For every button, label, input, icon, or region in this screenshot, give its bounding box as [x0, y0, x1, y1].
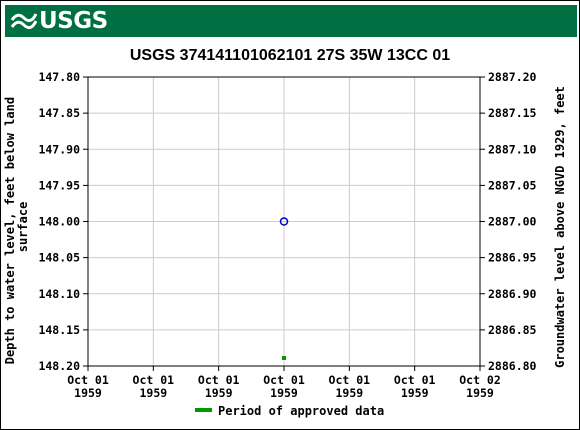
left-tick-label: 148.20 — [38, 359, 80, 373]
left-axis-label: Depth to water level, feet below land su… — [3, 90, 30, 365]
right-tick-label: 2886.95 — [488, 251, 537, 265]
left-axis: 147.80 147.85 147.90 147.95 148.00 148.05 148.… — [38, 70, 88, 373]
x-tick-label: Oct 01 1959 — [67, 373, 109, 400]
left-tick-label: 147.90 — [38, 142, 80, 156]
chart-title: USGS 374141101062101 27S 35W 13CC 01 — [130, 47, 450, 64]
x-axis: Oct 01 1959 Oct 01 1959 Oct 01 1959 Oct 01 1959… — [67, 366, 501, 400]
x-tick-label: Oct 01 1959 — [394, 373, 436, 400]
usgs-logo-text: USGS — [39, 8, 108, 34]
left-tick-label: 147.85 — [38, 106, 80, 120]
right-tick-label: 2887.10 — [488, 142, 537, 156]
approved-period-mark — [282, 356, 286, 360]
usgs-banner: USGS — [5, 5, 577, 37]
x-tick-label: Oct 01 1959 — [198, 373, 240, 400]
left-tick-label: 148.15 — [38, 323, 80, 337]
left-axis-label-line2: surface — [16, 202, 30, 253]
left-tick-label: 147.95 — [38, 178, 80, 192]
legend: Period of approved data — [195, 404, 384, 418]
x-tick-label: Oct 01 1959 — [329, 373, 371, 400]
right-axis-label: Groundwater level above NGVD 1929, feet — [553, 86, 567, 368]
left-tick-label: 148.00 — [38, 215, 80, 229]
left-tick-label: 147.80 — [38, 70, 80, 84]
x-tick-label: Oct 02 1959 — [459, 373, 501, 400]
right-axis: 2887.20 2887.15 2887.10 2887.05 2887.00 2886.… — [480, 70, 537, 373]
x-tick-label: Oct 01 1959 — [133, 373, 175, 400]
usgs-logo[interactable]: USGS — [11, 7, 108, 35]
right-tick-label: 2886.80 — [488, 359, 537, 373]
right-tick-label: 2887.15 — [488, 106, 537, 120]
left-tick-label: 148.05 — [38, 251, 80, 265]
left-axis-label-line1: Depth to water level, feet below land — [3, 97, 17, 364]
right-tick-label: 2886.90 — [488, 287, 537, 301]
grid — [88, 77, 480, 366]
data-marks — [279, 217, 289, 360]
legend-swatch-approved — [195, 408, 212, 412]
right-tick-label: 2887.05 — [488, 178, 537, 192]
left-tick-label: 148.10 — [38, 287, 80, 301]
data-point — [279, 217, 289, 226]
x-tick-label: Oct 01 1959 — [263, 373, 305, 400]
right-tick-label: 2887.00 — [488, 215, 537, 229]
right-tick-label: 2887.20 — [488, 70, 537, 84]
legend-label-approved: Period of approved data — [218, 404, 384, 418]
right-tick-label: 2886.85 — [488, 323, 537, 337]
usgs-wave-icon — [11, 13, 37, 30]
